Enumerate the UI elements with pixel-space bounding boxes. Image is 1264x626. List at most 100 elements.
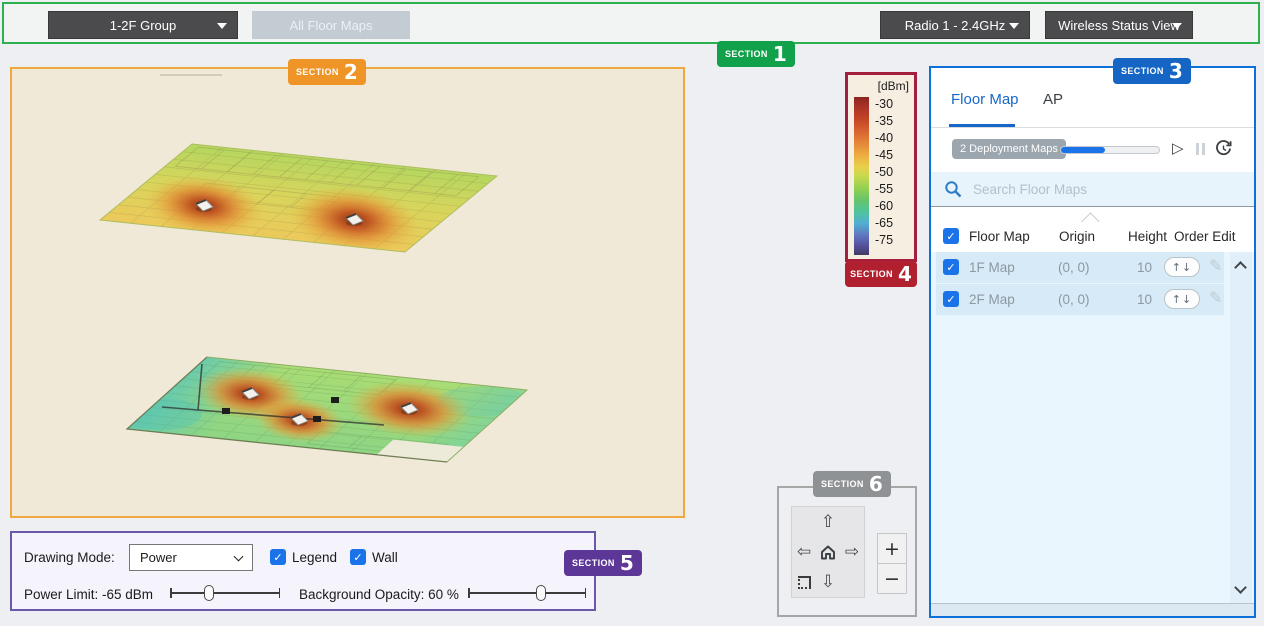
- scroll-down-icon[interactable]: [1234, 581, 1247, 594]
- scroll-up-icon[interactable]: [1234, 261, 1247, 274]
- reorder-button[interactable]: ↑↓: [1164, 257, 1200, 277]
- floor-map-3d-canvas[interactable]: [10, 67, 685, 518]
- pan-up-button[interactable]: ⇧: [816, 507, 840, 537]
- view-mode-select-value: Wireless Status View: [1058, 18, 1180, 33]
- select-all-checkbox[interactable]: ✓: [943, 228, 959, 244]
- background-opacity-slider[interactable]: [468, 585, 586, 601]
- section-5-badge: SECTION 5: [564, 550, 642, 576]
- legend-tick: -40: [875, 131, 893, 145]
- legend-tick: -65: [875, 216, 893, 230]
- reorder-button[interactable]: ↑↓: [1164, 289, 1200, 309]
- scrollbar[interactable]: [1230, 252, 1252, 603]
- row-origin: (0, 0): [1058, 260, 1090, 275]
- drawing-controls: Drawing Mode: Power ✓ Legend ✓ Wall Powe…: [10, 531, 596, 611]
- table-row-1f[interactable]: ✓ 1F Map (0, 0) 10 ↑↓ ✎: [936, 252, 1224, 283]
- zoom-out-button[interactable]: −: [877, 563, 907, 594]
- check-icon: ✓: [946, 230, 955, 243]
- progress-fill: [1061, 147, 1105, 153]
- marquee-icon: [798, 576, 811, 589]
- legend-checkbox-label: Legend: [292, 550, 337, 565]
- deployment-count-badge: 2 Deployment Maps: [952, 139, 1066, 159]
- background-opacity-label: Background Opacity: 60 %: [299, 587, 459, 602]
- select-region-button[interactable]: [792, 567, 816, 597]
- header-height: Height: [1128, 229, 1167, 244]
- power-limit-slider[interactable]: [170, 585, 280, 601]
- pause-button[interactable]: [1194, 142, 1206, 160]
- legend-tick: -55: [875, 182, 893, 196]
- check-icon: ✓: [946, 293, 955, 306]
- floor-2f-heatmap: [100, 144, 497, 261]
- view-mode-select[interactable]: Wireless Status View: [1045, 11, 1193, 39]
- home-button[interactable]: [816, 537, 840, 567]
- search-bar[interactable]: Search Floor Maps: [931, 172, 1254, 207]
- chevron-down-icon: [217, 23, 227, 29]
- floor-map-list: ✓ 1F Map (0, 0) 10 ↑↓ ✎ ✓ 2F Map (0, 0) …: [931, 252, 1254, 604]
- play-button[interactable]: ▷: [1172, 139, 1184, 157]
- section-badge-number: 6: [869, 474, 883, 494]
- tab-floor-map[interactable]: Floor Map: [951, 91, 1019, 108]
- chevron-down-icon: [234, 552, 244, 562]
- section-badge-word: SECTION: [725, 49, 768, 59]
- power-limit-slider-thumb[interactable]: [204, 585, 214, 601]
- chevron-down-icon: [1172, 23, 1182, 29]
- table-row-2f[interactable]: ✓ 2F Map (0, 0) 10 ↑↓ ✎: [936, 284, 1224, 315]
- radio-select[interactable]: Radio 1 - 2.4GHz: [880, 11, 1030, 39]
- section-badge-word: SECTION: [1121, 66, 1164, 76]
- tab-ap[interactable]: AP: [1043, 91, 1063, 108]
- legend-tick-labels: -30 -35 -40 -45 -50 -55 -60 -65 -75: [875, 97, 893, 247]
- legend-tick: -60: [875, 199, 893, 213]
- section-badge-word: SECTION: [850, 269, 893, 279]
- pan-right-button[interactable]: ⇨: [840, 537, 864, 567]
- header-origin: Origin: [1059, 229, 1095, 244]
- row-origin: (0, 0): [1058, 292, 1090, 307]
- drawing-mode-select[interactable]: Power: [129, 544, 253, 571]
- pan-down-button[interactable]: ⇩: [816, 567, 840, 597]
- section-6-badge: SECTION 6: [813, 471, 891, 497]
- row-checkbox[interactable]: ✓: [943, 291, 959, 307]
- wireless-status-view-app: 1-2F Group All Floor Maps Radio 1 - 2.4G…: [0, 0, 1264, 626]
- heatmap-svg: [12, 69, 683, 516]
- replay-button[interactable]: [1214, 139, 1233, 158]
- floor-group-select[interactable]: 1-2F Group: [48, 11, 238, 39]
- check-icon: ✓: [946, 261, 955, 274]
- legend-checkbox[interactable]: ✓: [270, 549, 286, 565]
- header-order-edit: Order Edit: [1174, 229, 1236, 244]
- floor-map-panel: Floor Map AP 2 Deployment Maps ▷ Search …: [929, 66, 1256, 618]
- legend-tick: -50: [875, 165, 893, 179]
- wall-checkbox[interactable]: ✓: [350, 549, 366, 565]
- section-1-badge: SECTION 1: [717, 41, 795, 67]
- section-badge-number: 4: [898, 264, 912, 284]
- legend-title: [dBm]: [878, 79, 909, 93]
- drawing-mode-label: Drawing Mode:: [24, 550, 115, 565]
- zoom-in-button[interactable]: +: [877, 533, 907, 564]
- panel-footer: [931, 604, 1254, 616]
- row-checkbox[interactable]: ✓: [943, 259, 959, 275]
- wall-checkbox-label: Wall: [372, 550, 398, 565]
- pan-pad: ⇧ ⇦ ⇨ ⇩: [791, 506, 865, 598]
- section-badge-word: SECTION: [821, 479, 864, 489]
- section-2-badge: SECTION 2: [288, 59, 366, 85]
- chevron-down-icon: [1009, 23, 1019, 29]
- legend-tick: -30: [875, 97, 893, 111]
- header-floor-map: Floor Map: [969, 229, 1030, 244]
- search-icon: [944, 180, 963, 199]
- drawing-mode-value: Power: [140, 550, 177, 565]
- background-opacity-slider-thumb[interactable]: [536, 585, 546, 601]
- pan-left-button[interactable]: ⇦: [792, 537, 816, 567]
- top-toolbar: 1-2F Group All Floor Maps Radio 1 - 2.4G…: [2, 2, 1260, 44]
- radio-select-value: Radio 1 - 2.4GHz: [905, 18, 1005, 33]
- section-badge-word: SECTION: [572, 558, 615, 568]
- edit-icon[interactable]: ✎: [1209, 288, 1222, 307]
- edit-icon[interactable]: ✎: [1209, 256, 1222, 275]
- animation-progress-bar[interactable]: [1060, 146, 1160, 154]
- section-badge-number: 1: [773, 44, 787, 64]
- signal-strength-legend: [dBm] -30 -35 -40 -45 -50 -55 -60 -65 -7…: [845, 72, 917, 262]
- search-input[interactable]: Search Floor Maps: [973, 182, 1087, 197]
- zoom-buttons: + −: [877, 533, 907, 594]
- power-limit-label: Power Limit: -65 dBm: [24, 587, 153, 602]
- section-badge-number: 5: [620, 553, 634, 573]
- home-icon: [819, 544, 837, 561]
- all-floor-maps-button[interactable]: All Floor Maps: [252, 11, 410, 39]
- section-badge-number: 3: [1169, 61, 1183, 81]
- row-name: 1F Map: [969, 260, 1015, 275]
